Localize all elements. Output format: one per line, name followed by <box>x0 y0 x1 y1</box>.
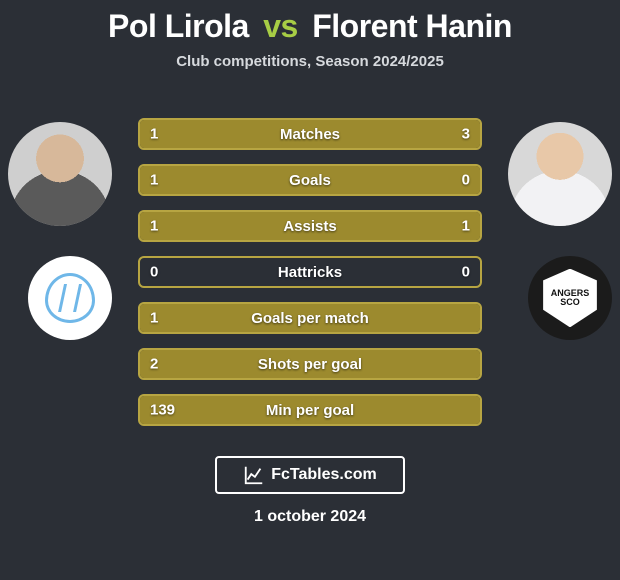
body-area: ANGERS SCO 13Matches 10Goals 11Assists 00Ha… <box>0 96 620 580</box>
stat-row: 10Goals <box>138 164 482 196</box>
avatar-placeholder-icon <box>8 122 112 226</box>
stat-row: 00Hattricks <box>138 256 482 288</box>
chart-icon <box>243 464 265 486</box>
stats-list: 13Matches 10Goals 11Assists 00Hattricks 1Goa… <box>138 118 482 426</box>
stat-label: Goals per match <box>140 310 480 327</box>
stat-label: Goals <box>140 172 480 189</box>
stat-row: 11Assists <box>138 210 482 242</box>
stat-label: Min per goal <box>140 402 480 419</box>
player2-name: Florent Hanin <box>312 8 512 44</box>
stat-row: 2Shots per goal <box>138 348 482 380</box>
club-crest-icon: ANGERS SCO <box>543 269 597 328</box>
brand-text: FcTables.com <box>271 466 377 484</box>
subtitle: Club competitions, Season 2024/2025 <box>176 53 444 70</box>
vs-separator: vs <box>263 8 298 44</box>
stat-label: Matches <box>140 126 480 143</box>
club-crest-icon <box>45 273 95 323</box>
stat-label: Assists <box>140 218 480 235</box>
player1-name: Pol Lirola <box>108 8 249 44</box>
player1-avatar <box>8 122 112 226</box>
brand-watermark: FcTables.com <box>215 456 405 494</box>
stat-row: 1Goals per match <box>138 302 482 334</box>
avatar-placeholder-icon <box>508 122 612 226</box>
page-title: Pol Lirola vs Florent Hanin <box>108 8 512 45</box>
player1-club-badge <box>28 256 112 340</box>
stat-row: 13Matches <box>138 118 482 150</box>
stat-row: 139Min per goal <box>138 394 482 426</box>
player2-club-badge: ANGERS SCO <box>528 256 612 340</box>
stat-label: Hattricks <box>140 264 480 281</box>
comparison-card: Pol Lirola vs Florent Hanin Club competi… <box>0 0 620 580</box>
player2-avatar <box>508 122 612 226</box>
stat-label: Shots per goal <box>140 356 480 373</box>
date-text: 1 october 2024 <box>254 508 366 526</box>
